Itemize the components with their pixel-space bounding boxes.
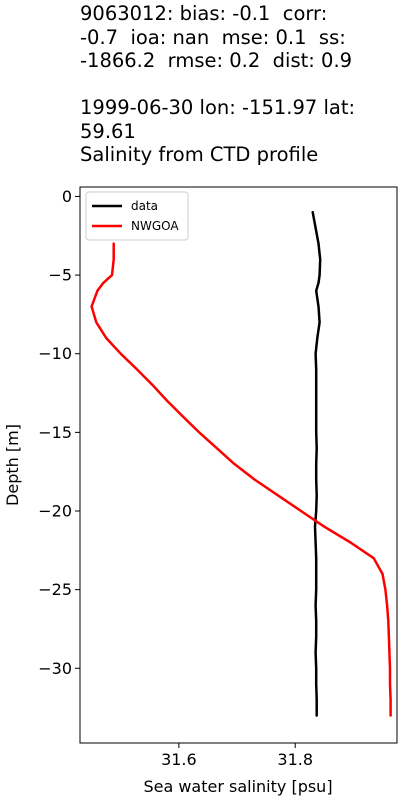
chart-title: 9063012: bias: -0.1 corr: -0.7 ioa: nan … (80, 2, 398, 167)
y-tick-label: −15 (38, 423, 72, 442)
title-line-1: 9063012: bias: -0.1 corr: (80, 2, 328, 25)
y-tick-label: −20 (38, 502, 72, 521)
x-axis: 31.6 31.8 (161, 743, 313, 769)
plot-frame (79, 186, 398, 744)
y-tick-label: −30 (38, 659, 72, 678)
series-line-nwgoa (90, 242, 392, 717)
legend: data NWGOA (85, 191, 189, 241)
x-tick-label: 31.6 (161, 750, 197, 769)
y-tick-label: −25 (38, 580, 72, 599)
y-axis: 0 −5 −10 −15 −20 −25 −30 (38, 187, 80, 678)
series-line-data (311, 210, 322, 717)
title-line-2: -0.7 ioa: nan mse: 0.1 ss: (80, 25, 346, 49)
legend-label-data: data (131, 199, 158, 213)
x-axis-label: Sea water salinity [psu] (143, 777, 332, 796)
y-axis-label: Depth [m] (3, 424, 22, 506)
series-layer (90, 210, 392, 717)
title-line-5: 1999-06-30 lon: -151.97 lat: (80, 96, 356, 119)
title-line-6: 59.61 (80, 119, 136, 143)
title-line-3: -1866.2 rmse: 0.2 dist: 0.9 (80, 49, 353, 72)
x-tick-label: 31.8 (277, 750, 313, 769)
y-tick-label: 0 (62, 187, 72, 206)
y-tick-label: −5 (48, 266, 72, 285)
title-line-7: Salinity from CTD profile (80, 143, 319, 166)
legend-box (85, 191, 189, 241)
legend-label-nwgoa: NWGOA (131, 219, 179, 233)
y-tick-label: −10 (38, 344, 72, 363)
